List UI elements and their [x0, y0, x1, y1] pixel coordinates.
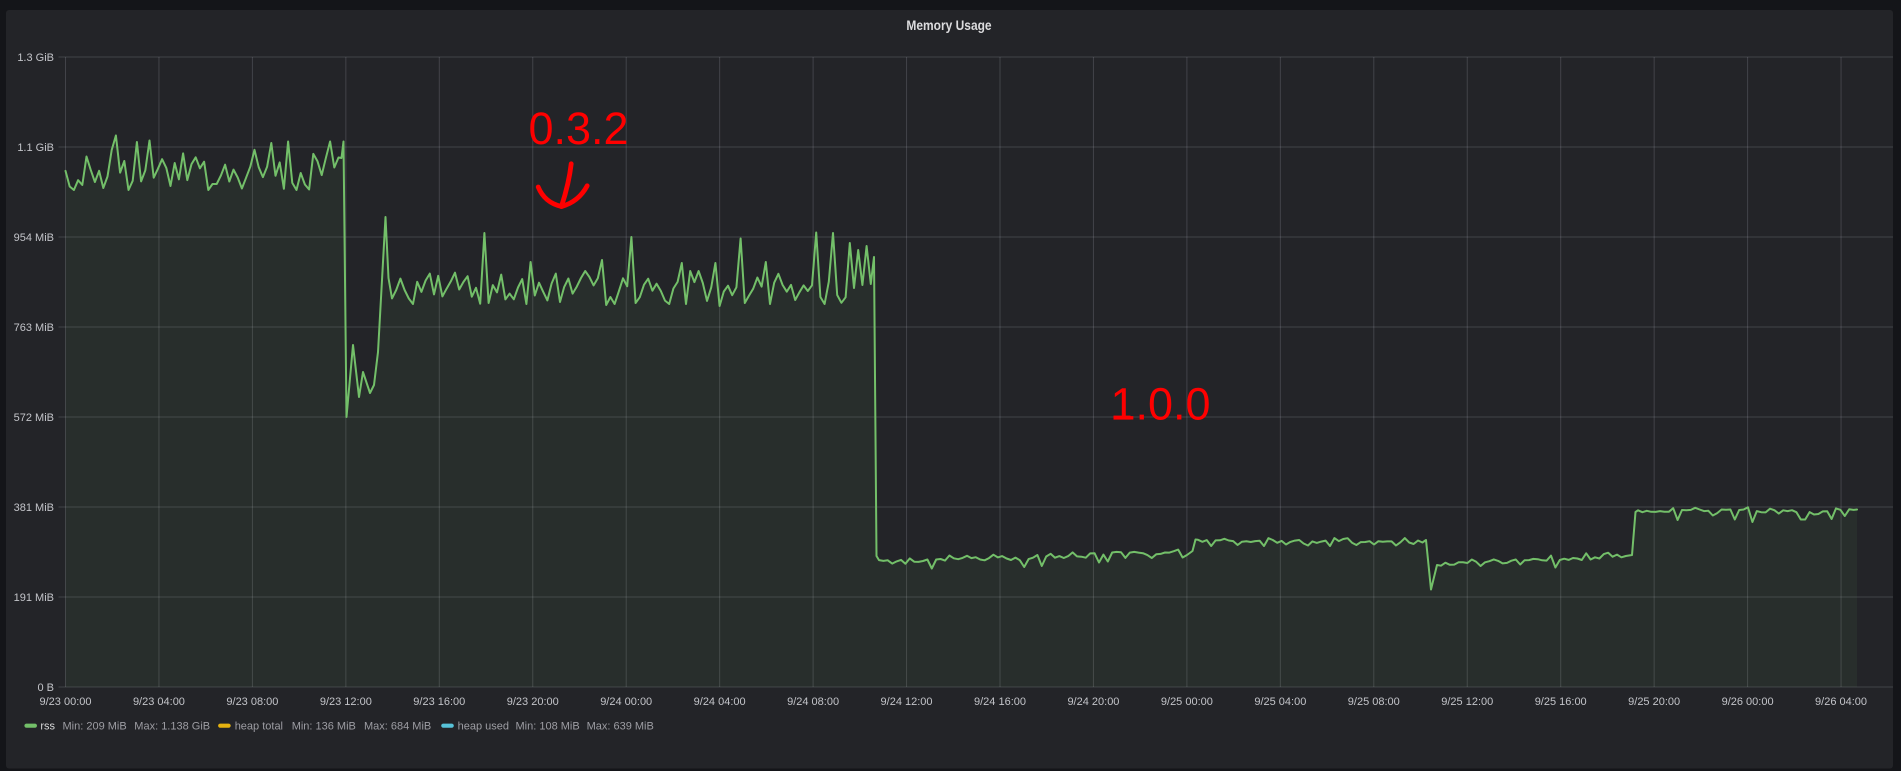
svg-text:heap total: heap total [235, 721, 283, 733]
svg-text:9/24 00:00: 9/24 00:00 [600, 696, 652, 708]
svg-text:9/24 20:00: 9/24 20:00 [1067, 696, 1119, 708]
svg-text:heap used: heap used [458, 721, 509, 733]
svg-text:9/24 08:00: 9/24 08:00 [787, 696, 839, 708]
svg-text:9/24 16:00: 9/24 16:00 [974, 696, 1026, 708]
svg-text:Max: 639 MiB: Max: 639 MiB [587, 721, 654, 733]
svg-text:1.3 GiB: 1.3 GiB [17, 52, 54, 64]
svg-text:9/25 08:00: 9/25 08:00 [1348, 696, 1400, 708]
svg-text:9/23 04:00: 9/23 04:00 [133, 696, 185, 708]
svg-text:1.1 GiB: 1.1 GiB [17, 142, 54, 154]
svg-text:9/23 08:00: 9/23 08:00 [226, 696, 278, 708]
svg-text:rss: rss [40, 721, 55, 733]
svg-text:Max: 684 MiB: Max: 684 MiB [364, 721, 431, 733]
svg-text:9/24 04:00: 9/24 04:00 [694, 696, 746, 708]
svg-text:191 MiB: 191 MiB [14, 592, 54, 604]
svg-text:Memory Usage: Memory Usage [906, 18, 992, 33]
svg-text:0 B: 0 B [37, 682, 54, 694]
svg-text:9/25 12:00: 9/25 12:00 [1441, 696, 1493, 708]
svg-text:Min: 108 MiB: Min: 108 MiB [516, 721, 580, 733]
svg-text:381 MiB: 381 MiB [14, 502, 54, 514]
svg-text:9/24 12:00: 9/24 12:00 [881, 696, 933, 708]
svg-text:0.3.2: 0.3.2 [529, 103, 629, 154]
svg-text:9/25 04:00: 9/25 04:00 [1254, 696, 1306, 708]
svg-text:763 MiB: 763 MiB [14, 322, 54, 334]
svg-text:9/26 04:00: 9/26 04:00 [1815, 696, 1867, 708]
svg-text:9/23 12:00: 9/23 12:00 [320, 696, 372, 708]
svg-text:Min: 136 MiB: Min: 136 MiB [292, 721, 356, 733]
svg-text:Min: 209 MiB: Min: 209 MiB [63, 721, 127, 733]
svg-text:9/25 00:00: 9/25 00:00 [1161, 696, 1213, 708]
svg-text:1.0.0: 1.0.0 [1111, 379, 1211, 430]
svg-text:9/23 20:00: 9/23 20:00 [507, 696, 559, 708]
svg-text:954 MiB: 954 MiB [14, 232, 54, 244]
svg-text:Max: 1.138 GiB: Max: 1.138 GiB [134, 721, 210, 733]
svg-text:9/23 16:00: 9/23 16:00 [413, 696, 465, 708]
svg-text:9/26 00:00: 9/26 00:00 [1722, 696, 1774, 708]
svg-text:9/25 16:00: 9/25 16:00 [1535, 696, 1587, 708]
svg-text:572 MiB: 572 MiB [14, 412, 54, 424]
svg-text:9/25 20:00: 9/25 20:00 [1628, 696, 1680, 708]
svg-text:9/23 00:00: 9/23 00:00 [40, 696, 92, 708]
